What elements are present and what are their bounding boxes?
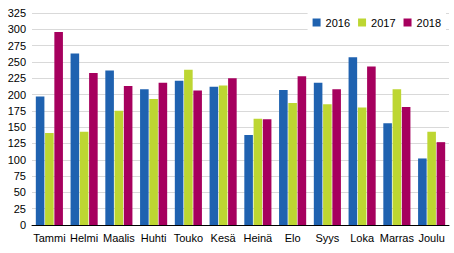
svg-text:0: 0 — [20, 219, 26, 231]
svg-text:250: 250 — [8, 56, 26, 68]
svg-text:25: 25 — [14, 203, 26, 215]
svg-text:Marras: Marras — [380, 232, 415, 244]
svg-text:75: 75 — [14, 170, 26, 182]
svg-text:225: 225 — [8, 72, 26, 84]
svg-text:125: 125 — [8, 137, 26, 149]
svg-text:Kesä: Kesä — [211, 232, 237, 244]
svg-text:175: 175 — [8, 105, 26, 117]
svg-text:275: 275 — [8, 40, 26, 52]
svg-text:Huhti: Huhti — [141, 232, 167, 244]
svg-text:2017: 2017 — [371, 17, 395, 29]
svg-text:Maalis: Maalis — [103, 232, 135, 244]
svg-text:Loka: Loka — [350, 232, 375, 244]
svg-text:Touko: Touko — [174, 232, 203, 244]
svg-text:Elo: Elo — [285, 232, 301, 244]
svg-text:300: 300 — [8, 23, 26, 35]
svg-text:Syys: Syys — [315, 232, 339, 244]
svg-text:Helmi: Helmi — [70, 232, 98, 244]
svg-text:Joulu: Joulu — [418, 232, 444, 244]
svg-text:200: 200 — [8, 89, 26, 101]
svg-text:325: 325 — [8, 7, 26, 19]
svg-text:100: 100 — [8, 154, 26, 166]
svg-text:50: 50 — [14, 186, 26, 198]
svg-text:2018: 2018 — [417, 17, 441, 29]
svg-text:Heinä: Heinä — [244, 232, 274, 244]
svg-text:2016: 2016 — [326, 17, 350, 29]
svg-text:Tammi: Tammi — [33, 232, 65, 244]
svg-text:150: 150 — [8, 121, 26, 133]
